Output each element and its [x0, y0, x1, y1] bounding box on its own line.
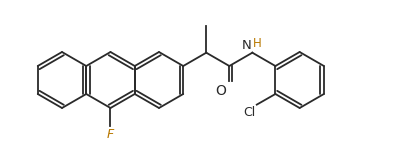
Text: F: F	[107, 128, 114, 141]
Text: O: O	[216, 84, 226, 98]
Text: Cl: Cl	[244, 106, 256, 119]
Text: H: H	[253, 37, 262, 50]
Text: N: N	[242, 39, 251, 52]
